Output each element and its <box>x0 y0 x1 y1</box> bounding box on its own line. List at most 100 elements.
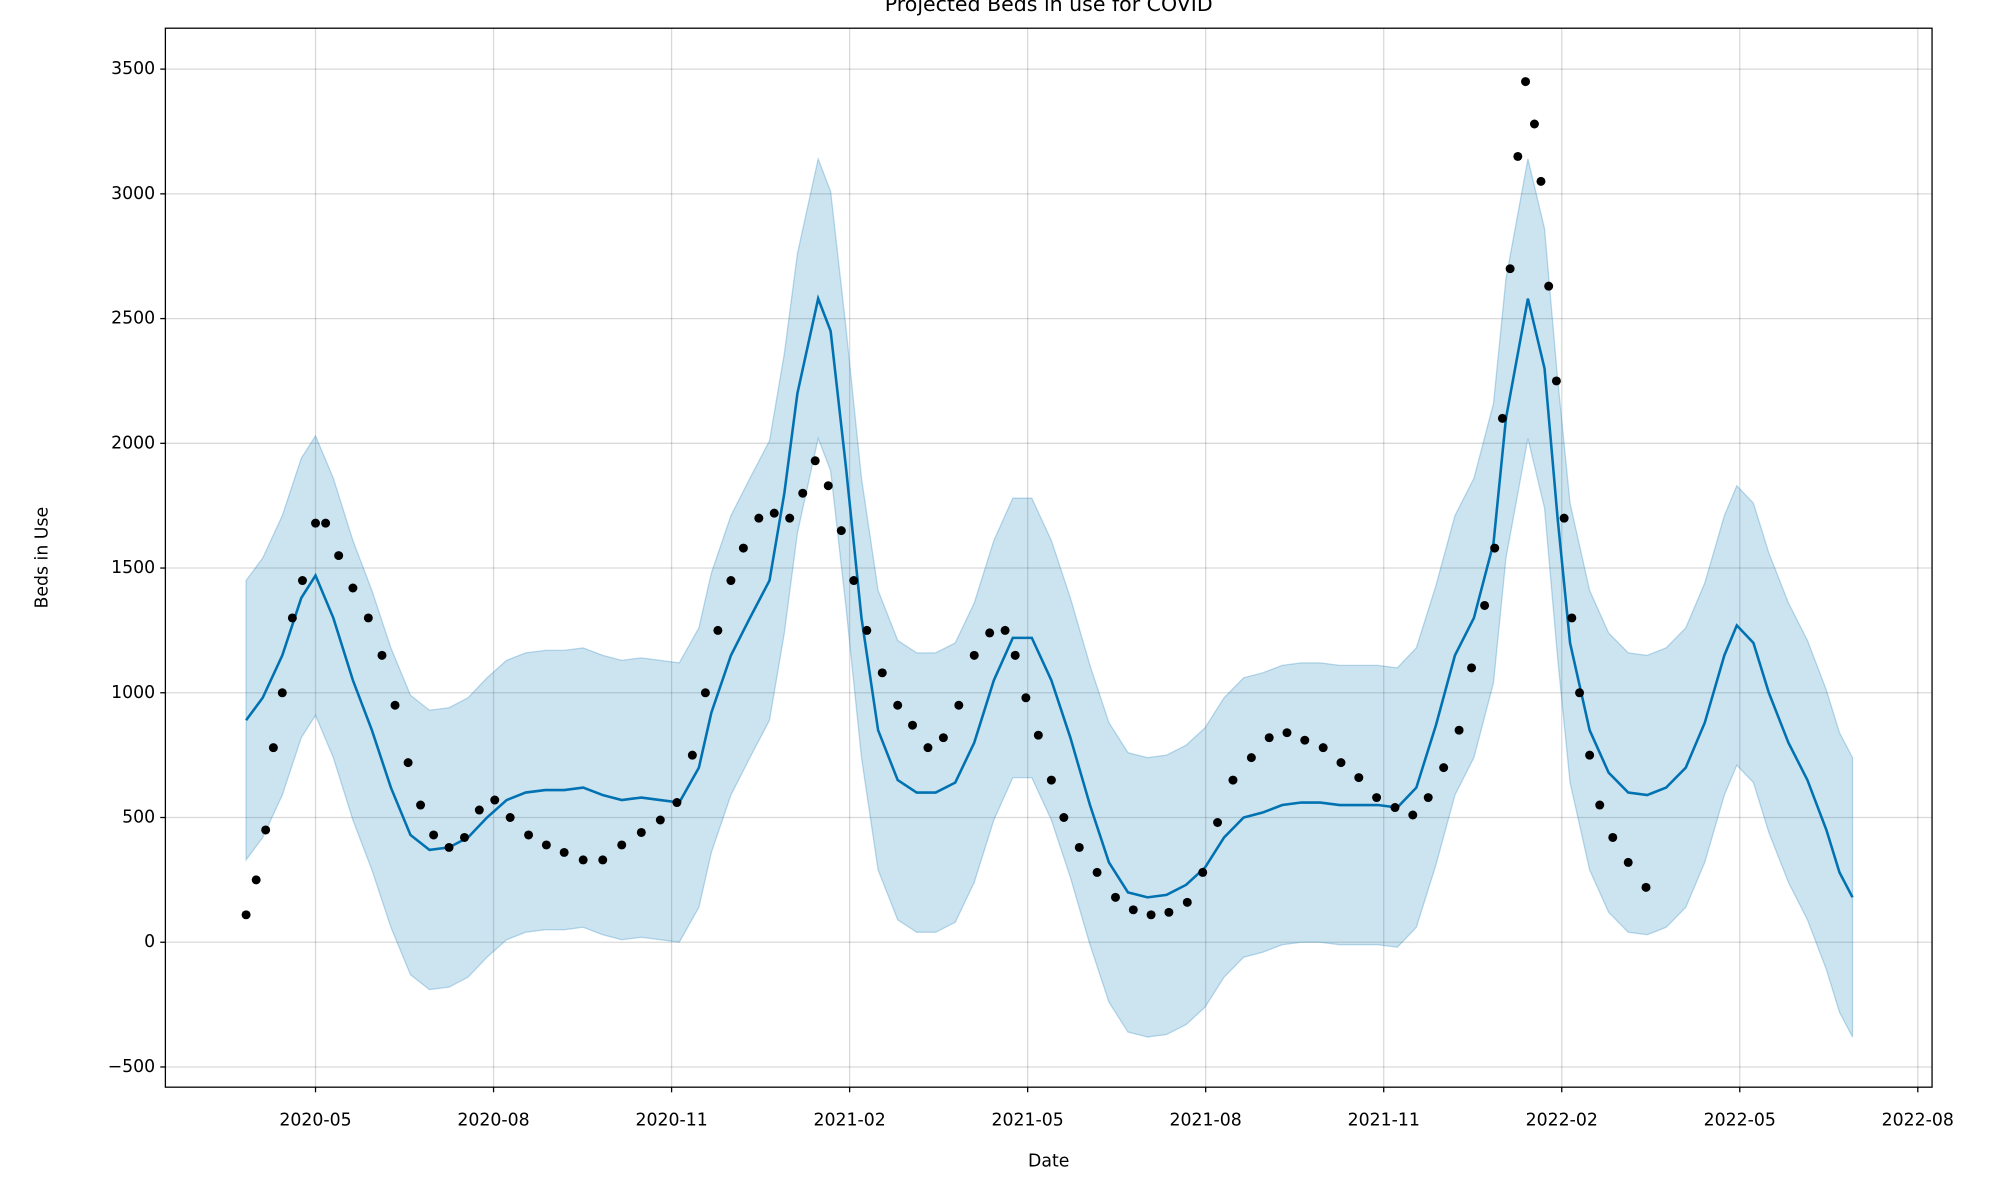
x-tick-label: 2020-05 <box>279 1111 351 1131</box>
observed-point <box>877 668 887 678</box>
observed-point <box>1021 693 1031 703</box>
observed-point <box>251 875 261 885</box>
observed-point <box>297 576 307 586</box>
observed-point <box>798 488 808 498</box>
chart-title: Projected Beds in use for COVID <box>885 0 1213 16</box>
observed-point <box>1551 376 1561 386</box>
observed-point <box>985 628 995 638</box>
y-tick-label: 1000 <box>111 683 155 703</box>
observed-point <box>321 518 331 528</box>
observed-point <box>738 543 748 553</box>
observed-point <box>1033 730 1043 740</box>
observed-point <box>636 827 646 837</box>
plot-frame <box>164 27 1933 1088</box>
observed-point <box>836 526 846 536</box>
observed-point <box>754 513 764 523</box>
observed-point <box>1559 513 1569 523</box>
y-tick-label: 2500 <box>111 309 155 329</box>
observed-point <box>1000 625 1010 635</box>
observed-point <box>1641 882 1651 892</box>
observed-point <box>713 625 723 635</box>
observed-point <box>1264 733 1274 743</box>
observed-point <box>334 551 344 561</box>
observed-point <box>598 855 608 865</box>
observed-point <box>1213 818 1223 827</box>
observed-point <box>1454 725 1464 735</box>
observed-point <box>1408 810 1418 820</box>
observed-point <box>1074 842 1084 852</box>
observed-point <box>923 743 933 753</box>
y-tick-label: 0 <box>144 932 155 952</box>
observed-point <box>578 855 588 865</box>
forecast-line <box>245 294 1854 899</box>
observed-point <box>954 700 964 710</box>
observed-point <box>1390 803 1400 813</box>
x-tick-label: 2021-08 <box>1170 1111 1242 1131</box>
x-tick-label: 2020-08 <box>457 1111 529 1131</box>
x-tick-label: 2022-05 <box>1704 1111 1776 1131</box>
observed-point <box>1536 176 1546 186</box>
observed-point <box>490 795 500 805</box>
observed-point <box>1497 413 1507 423</box>
observed-point <box>277 688 287 698</box>
observed-point <box>1336 758 1346 768</box>
observed-point <box>1092 867 1102 877</box>
observed-point <box>474 805 484 815</box>
observed-point <box>1059 813 1069 822</box>
observed-point <box>1318 743 1328 753</box>
observed-point <box>1228 775 1238 785</box>
x-tick-label: 2021-05 <box>992 1111 1064 1131</box>
y-tick-label: 3500 <box>111 59 155 79</box>
observed-point <box>444 842 454 852</box>
observed-point <box>241 910 251 920</box>
observed-point <box>938 733 948 743</box>
x-tick-label: 2020-11 <box>635 1111 707 1131</box>
observed-point <box>311 518 321 528</box>
observed-point <box>1300 735 1310 745</box>
observed-point <box>823 481 833 491</box>
observed-point <box>1146 910 1156 920</box>
observed-point <box>655 815 665 825</box>
observed-point <box>810 456 820 466</box>
observed-point <box>261 825 271 835</box>
observed-point <box>700 688 710 698</box>
observed-point <box>1575 688 1585 698</box>
observed-point <box>524 830 534 840</box>
observed-point <box>1198 867 1208 877</box>
observed-point <box>1623 857 1633 867</box>
observed-point <box>862 625 872 635</box>
x-tick-label: 2021-11 <box>1348 1111 1420 1131</box>
observed-point <box>1372 793 1382 803</box>
observed-point <box>1354 773 1364 783</box>
observed-point <box>1544 281 1554 291</box>
observed-point <box>505 813 515 822</box>
observed-point <box>1585 750 1595 760</box>
observed-point <box>1567 613 1577 623</box>
observed-point <box>377 650 387 660</box>
y-tick-label: 1500 <box>111 558 155 578</box>
observed-point <box>363 613 373 623</box>
observed-point <box>969 650 979 660</box>
observed-point <box>287 613 297 623</box>
x-axis-label: Date <box>1028 1152 1069 1172</box>
observed-point <box>1046 775 1056 785</box>
observed-point <box>1010 650 1020 660</box>
observed-point <box>1480 600 1490 610</box>
observed-point <box>403 758 413 768</box>
observed-point <box>268 743 278 753</box>
observed-point <box>1182 897 1192 907</box>
x-tick-label: 2022-02 <box>1526 1111 1598 1131</box>
observed-point <box>908 720 918 730</box>
y-tick-label: −500 <box>108 1057 156 1077</box>
observed-point <box>769 508 779 518</box>
observed-point <box>541 840 551 850</box>
observed-point <box>1490 543 1500 553</box>
observed-point <box>1521 77 1531 87</box>
observed-point <box>390 700 400 710</box>
observed-point <box>1439 763 1449 773</box>
observed-point <box>1595 800 1605 810</box>
observed-point <box>1529 119 1539 129</box>
observed-point <box>1467 663 1477 673</box>
